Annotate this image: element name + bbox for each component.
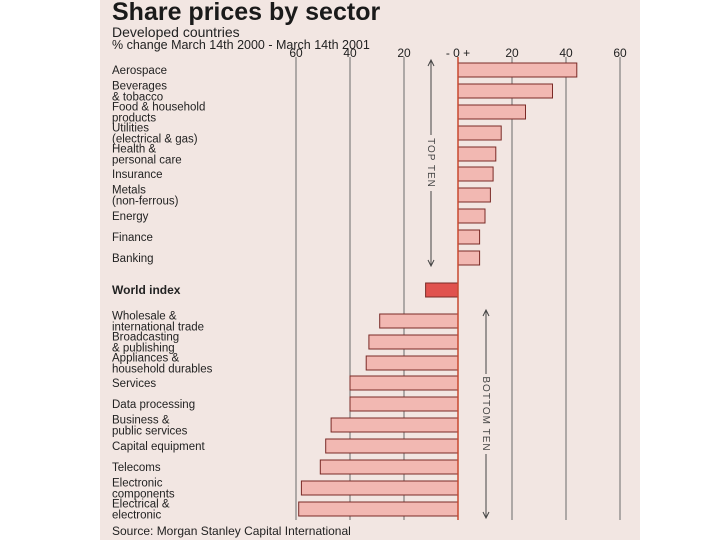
bar	[319, 459, 459, 475]
bar	[379, 313, 459, 329]
category-label: Insurance	[112, 169, 163, 181]
category-label: household durables	[112, 364, 213, 376]
bar-chart: 60 40 20 - 0 + 20 40 60 TOP TEN BOTTOM TEN Aerosp…	[112, 46, 627, 522]
category-label: Beverages	[112, 81, 167, 93]
bar	[457, 83, 553, 99]
category-label: Business &	[112, 415, 170, 427]
x-tick-label: 60	[613, 46, 627, 60]
bar	[457, 229, 481, 245]
bottom-ten-marker: BOTTOM TEN	[480, 308, 491, 520]
category-label: Wholesale &	[112, 311, 177, 323]
chart-figure: Share prices by sector Developed countri…	[100, 0, 640, 540]
chart-subtitle: Developed countries	[112, 24, 240, 40]
category-label: Services	[112, 378, 156, 390]
bar	[457, 104, 526, 120]
bar	[349, 375, 459, 391]
category-label: (electrical & gas)	[112, 134, 198, 146]
bar-world-index	[425, 282, 459, 298]
category-label: Electronic	[112, 478, 163, 490]
bar	[457, 146, 497, 162]
bar	[365, 355, 459, 371]
bar	[300, 480, 459, 496]
bar	[457, 125, 502, 141]
chart-title: Share prices by sector	[112, 0, 381, 26]
category-label: Electrical &	[112, 499, 170, 511]
arrow-up-icon	[482, 308, 490, 317]
bar	[330, 417, 459, 433]
category-label: products	[112, 113, 156, 125]
group-label: BOTTOM TEN	[480, 376, 491, 451]
x-tick-label: 60	[289, 46, 303, 60]
category-label: Energy	[112, 211, 149, 223]
bar	[457, 62, 578, 78]
x-tick-label: 20	[505, 46, 519, 60]
category-label: Data processing	[112, 399, 195, 411]
category-label: & tobacco	[112, 92, 163, 104]
x-tick-label: - 0 +	[446, 46, 470, 60]
category-label: Capital equipment	[112, 441, 206, 453]
category-label: Banking	[112, 253, 154, 265]
bar	[457, 208, 486, 224]
bar	[349, 396, 459, 412]
bar	[457, 166, 494, 182]
top-ten-marker: TOP TEN	[425, 58, 436, 268]
category-label: Health &	[112, 144, 156, 156]
category-label: Utilities	[112, 123, 149, 135]
arrow-down-icon	[427, 259, 435, 268]
category-label: Food & household	[112, 102, 205, 114]
category-label: personal care	[112, 155, 182, 167]
category-label: international trade	[112, 322, 204, 334]
category-label: Telecoms	[112, 462, 161, 474]
category-label: & publishing	[112, 343, 175, 355]
bar	[457, 250, 481, 266]
category-label: Appliances &	[112, 353, 179, 365]
category-label: Aerospace	[112, 65, 167, 77]
category-label: Broadcasting	[112, 332, 179, 344]
source-note: Source: Morgan Stanley Capital Internati…	[112, 524, 351, 538]
arrow-down-icon	[482, 511, 490, 520]
bar	[325, 438, 459, 454]
x-tick-label: 40	[343, 46, 357, 60]
category-label: Finance	[112, 232, 153, 244]
group-label: TOP TEN	[425, 138, 436, 188]
arrow-up-icon	[427, 58, 435, 67]
x-tick-label: 40	[559, 46, 573, 60]
x-tick-label: 20	[397, 46, 411, 60]
category-label: Metals	[112, 185, 146, 197]
bar	[298, 501, 459, 517]
category-label: (non-ferrous)	[112, 196, 179, 208]
category-label: World index	[112, 283, 181, 297]
bar	[368, 334, 459, 350]
category-label: public services	[112, 426, 188, 438]
axis-caption: % change March 14th 2000 - March 14th 20…	[112, 38, 370, 52]
category-label: electronic	[112, 510, 161, 522]
category-label: components	[112, 489, 175, 501]
bar	[457, 187, 491, 203]
